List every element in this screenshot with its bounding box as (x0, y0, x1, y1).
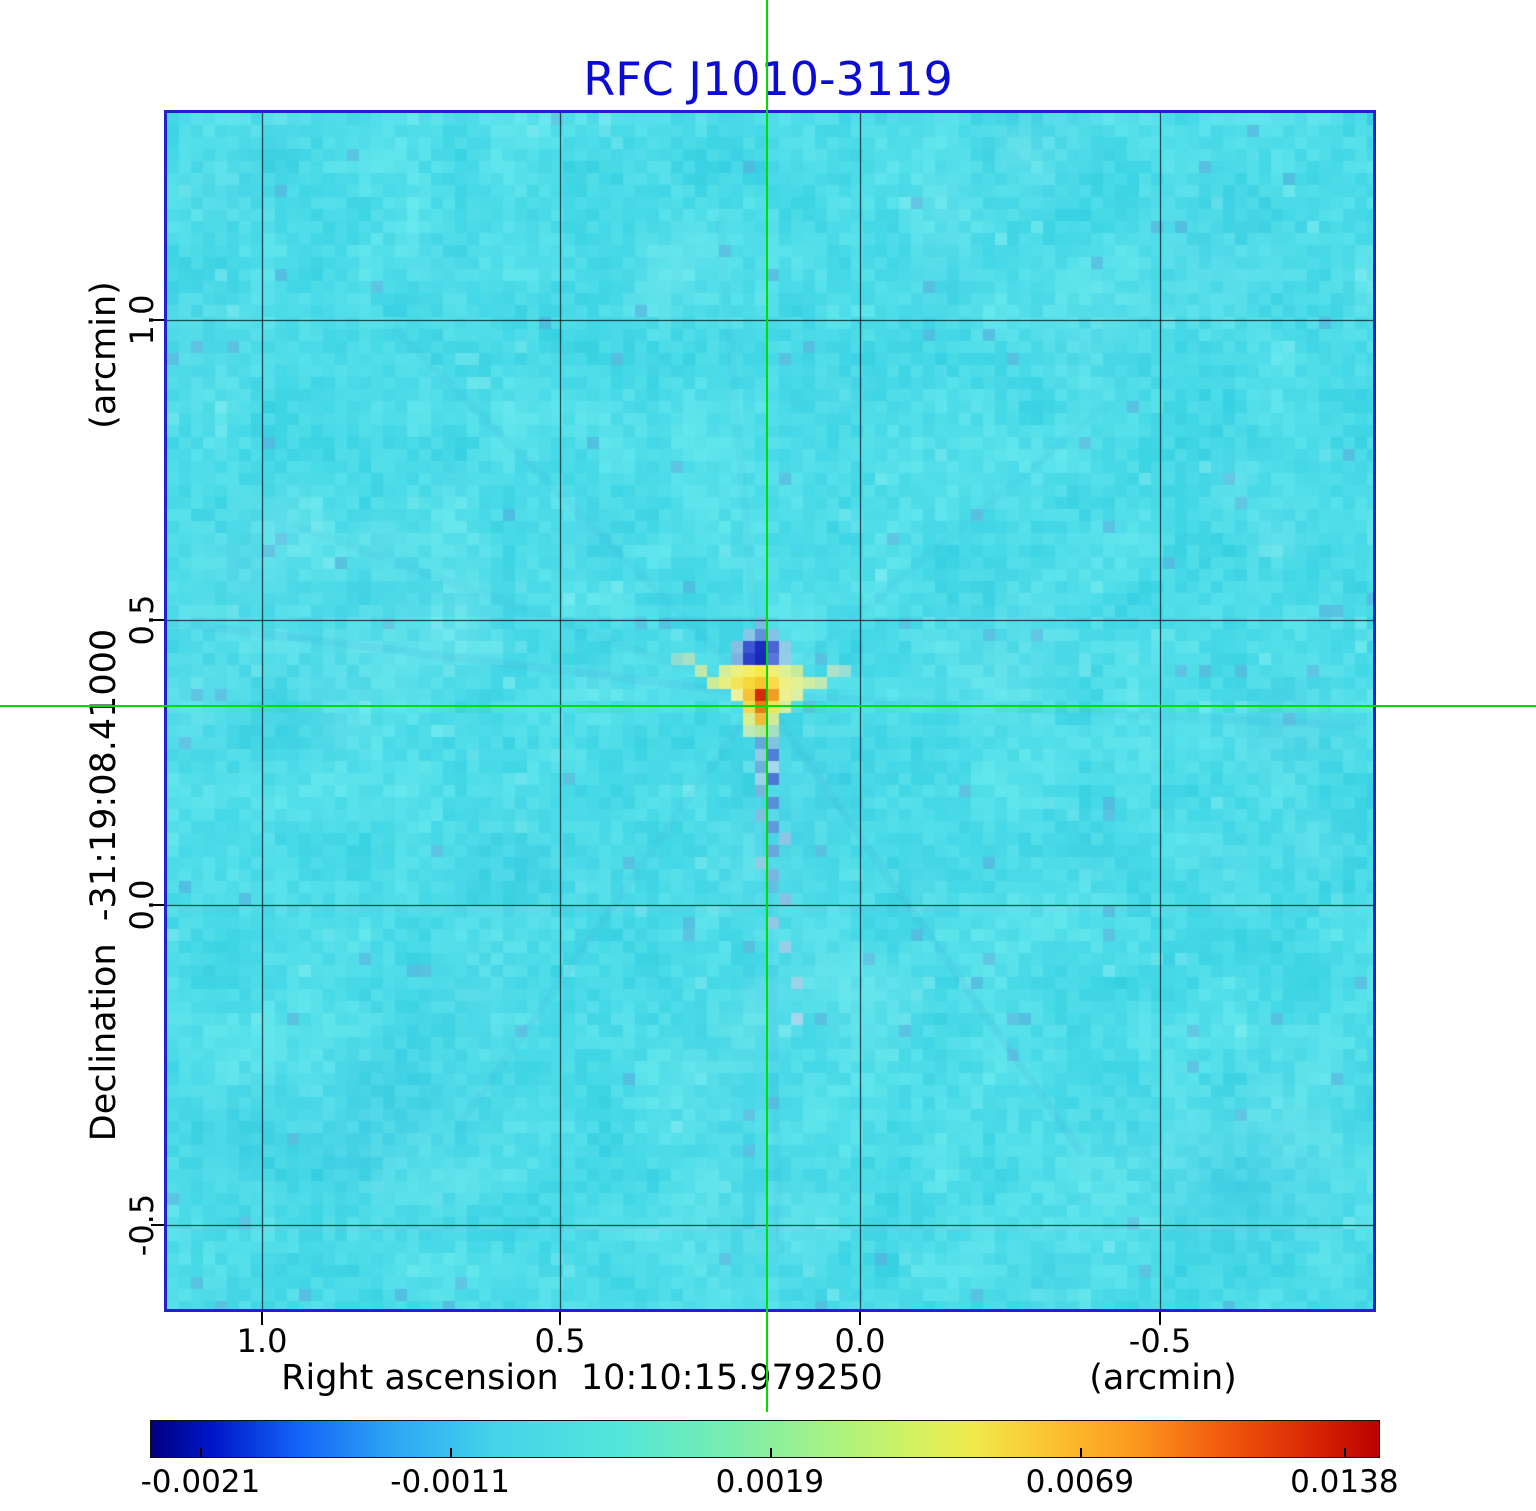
x-tick-label: 1.0 (236, 1322, 288, 1360)
figure-title: RFC J1010-3119 (583, 52, 953, 106)
crosshair-horizontal-line (0, 705, 1536, 707)
y-axis-tick-mark (151, 1224, 164, 1226)
sky-map-canvas (167, 113, 1373, 1309)
x-axis-tick-mark (559, 1312, 561, 1325)
colorbar-tick-label: -0.0011 (390, 1464, 510, 1500)
colorbar-tick-label: 0.0138 (1290, 1464, 1399, 1500)
x-tick-label: -0.5 (1128, 1322, 1192, 1360)
colorbar (150, 1420, 1380, 1458)
y-axis-tick-mark (151, 319, 164, 321)
colorbar-tick-mark (769, 1448, 772, 1457)
sky-map-frame (164, 110, 1376, 1312)
x-tick-label: 0.0 (834, 1322, 886, 1360)
x-axis-label: Right ascension 10:10:15.979250 (281, 1358, 883, 1398)
colorbar-tick-label: 0.0069 (1025, 1464, 1135, 1500)
x-axis-tick-mark (1159, 1312, 1161, 1325)
y-axis-unit: (arcmin) (84, 281, 124, 429)
colorbar-tick-mark (1344, 1448, 1347, 1457)
x-axis-tick-mark (859, 1312, 861, 1325)
x-axis-tick-mark (261, 1312, 263, 1325)
colorbar-tick-mark (1079, 1448, 1082, 1457)
y-axis-tick-mark (151, 904, 164, 906)
x-axis-unit: (arcmin) (1089, 1358, 1237, 1398)
y-axis-tick-mark (151, 619, 164, 621)
colorbar-tick-label: -0.0021 (140, 1464, 261, 1500)
colorbar-tick-mark (200, 1448, 203, 1457)
colorbar-tick-mark (450, 1448, 453, 1457)
colorbar-tick-label: 0.0019 (715, 1464, 825, 1500)
x-tick-label: 0.5 (534, 1322, 586, 1360)
colorbar-tick-labels: -0.0021 -0.0011 0.0019 0.0069 0.0138 (141, 1464, 1399, 1506)
